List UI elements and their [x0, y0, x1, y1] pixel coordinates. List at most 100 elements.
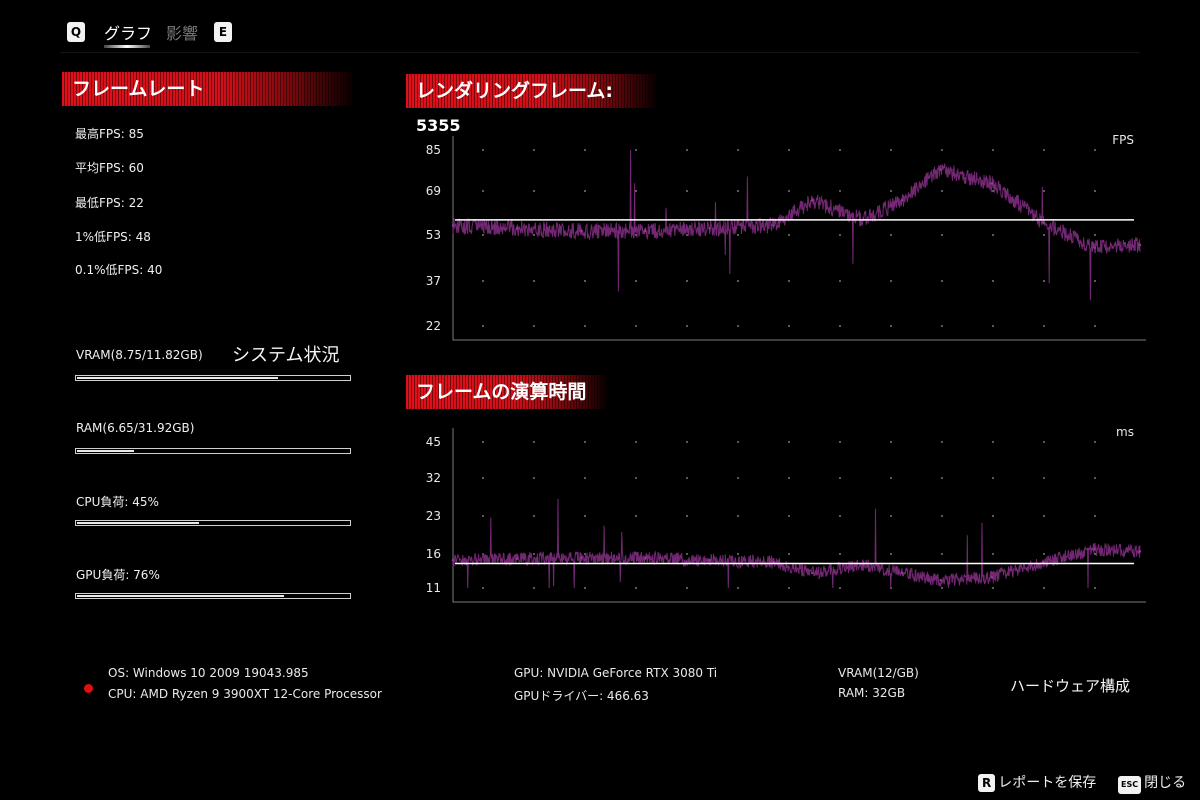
frametime-unit-label: ms	[1116, 428, 1134, 439]
tab-graph[interactable]: グラフ	[104, 24, 153, 43]
fps-grid-dot	[941, 280, 943, 282]
header-divider	[60, 52, 1140, 53]
frametime-tick-label: 16	[426, 547, 441, 561]
fps-grid-dot	[584, 280, 586, 282]
fps-grid-dot	[635, 149, 637, 151]
frametime-grid-dot	[992, 515, 994, 517]
framerate-title: フレームレート	[72, 78, 205, 100]
fps-grid-dot	[890, 190, 892, 192]
frametime-grid-dot	[584, 553, 586, 555]
frametime-grid-dot	[1094, 515, 1096, 517]
fps-grid-dot	[1094, 325, 1096, 327]
fps-data-point	[1093, 246, 1096, 249]
prev-tab-key[interactable]: Q	[67, 22, 85, 42]
frametime-grid-dot	[941, 553, 943, 555]
frametime-grid-dot	[890, 477, 892, 479]
frametime-grid-dot	[584, 441, 586, 443]
frametime-data-point	[990, 576, 994, 579]
stat-min-fps: 最低FPS: 22	[75, 196, 144, 210]
fps-grid-dot	[533, 234, 535, 236]
fps-grid-dot	[1094, 280, 1096, 282]
frametime-title: フレームの演算時間	[416, 381, 587, 403]
fps-data-point	[811, 199, 814, 202]
frametime-grid-dot	[686, 441, 688, 443]
frametime-grid-dot	[992, 587, 994, 589]
status-dot	[84, 684, 93, 693]
frametime-grid-dot	[839, 587, 841, 589]
fps-data-point	[708, 227, 711, 230]
fps-grid-dot	[482, 325, 484, 327]
active-tab-indicator	[104, 45, 150, 48]
fps-grid-dot	[686, 190, 688, 192]
fps-chart: 85 69 53 37 22 FPS	[400, 128, 1160, 348]
frametime-tick-label: 45	[426, 435, 441, 449]
fps-grid-dot	[1094, 149, 1096, 151]
fps-grid-dot	[482, 280, 484, 282]
fps-data-point	[772, 224, 775, 227]
frametime-grid-dot	[788, 441, 790, 443]
fps-grid-dot	[584, 149, 586, 151]
fps-grid-dot	[686, 280, 688, 282]
fps-data-point	[1138, 243, 1142, 247]
fps-grid-dot	[533, 325, 535, 327]
fps-grid-dot	[890, 149, 892, 151]
fps-grid-dot	[1043, 280, 1045, 282]
cpu-load-bar	[75, 520, 351, 526]
frametime-grid-dot	[1043, 515, 1045, 517]
fps-grid-dot	[1094, 190, 1096, 192]
frametime-data-point	[451, 558, 455, 562]
fps-grid-dot	[737, 325, 739, 327]
close-label: 閉じる	[1144, 775, 1187, 791]
system-status-caption: システム状況	[232, 345, 340, 366]
gpu-load-label: GPU負荷: 76%	[76, 568, 160, 582]
fps-grid-dot	[941, 234, 943, 236]
tab-impact[interactable]: 影響	[166, 24, 199, 43]
fps-grid-dot	[788, 280, 790, 282]
frametime-data-point	[811, 571, 814, 575]
fps-data-point	[990, 182, 994, 185]
frametime-grid-dot	[737, 477, 739, 479]
fps-grid-dot	[941, 325, 943, 327]
frametime-grid-dot	[737, 553, 739, 555]
frametime-grid-dot	[839, 553, 841, 555]
frametime-grid-dot	[890, 553, 892, 555]
frametime-data-point	[900, 571, 904, 575]
frametime-grid-dot	[482, 587, 484, 589]
frametime-grid-dot	[1094, 441, 1096, 443]
hardware-caption: ハードウェア構成	[1010, 677, 1131, 695]
fps-tick-label: 53	[426, 228, 441, 242]
frametime-grid-dot	[635, 587, 637, 589]
fps-grid-dot	[482, 234, 484, 236]
ram-bar-fill	[77, 450, 135, 452]
frametime-tick-label: 11	[426, 581, 441, 595]
save-report-button[interactable]: R レポートを保存	[978, 772, 1096, 792]
frametime-grid-dot	[584, 477, 586, 479]
frametime-grid-dot	[737, 441, 739, 443]
vram-label: VRAM(8.75/11.82GB)	[76, 348, 203, 362]
fps-data-point	[451, 224, 455, 227]
frametime-grid-dot	[941, 587, 943, 589]
fps-grid-dot	[533, 280, 535, 282]
frametime-grid-dot	[482, 477, 484, 479]
next-tab-key[interactable]: E	[214, 22, 232, 42]
fps-grid-dot	[992, 280, 994, 282]
frametime-grid-dot	[533, 587, 535, 589]
frametime-tick-label: 23	[426, 509, 441, 523]
fps-grid-dot	[482, 149, 484, 151]
frametime-grid-dot	[1094, 553, 1096, 555]
fps-data-point	[580, 229, 583, 233]
fps-grid-dot	[890, 234, 892, 236]
fps-grid-dot	[635, 280, 637, 282]
stat-01pct-low-fps: 0.1%低FPS: 40	[75, 263, 163, 277]
frametime-grid-dot	[788, 477, 790, 479]
frametime-banner: フレームの演算時間	[406, 375, 606, 409]
gpu-load-bar-fill	[77, 595, 284, 597]
fps-grid-dot	[941, 190, 943, 192]
close-button[interactable]: ESC 閉じる	[1118, 772, 1186, 794]
stat-max-fps: 最高FPS: 85	[75, 127, 144, 141]
fps-grid-dot	[890, 280, 892, 282]
fps-tick-label: 85	[426, 143, 441, 157]
fps-grid-dot	[839, 190, 841, 192]
frametime-chart: 45 32 23 16 11 ms	[400, 428, 1160, 608]
stat-avg-fps: 平均FPS: 60	[75, 161, 144, 175]
